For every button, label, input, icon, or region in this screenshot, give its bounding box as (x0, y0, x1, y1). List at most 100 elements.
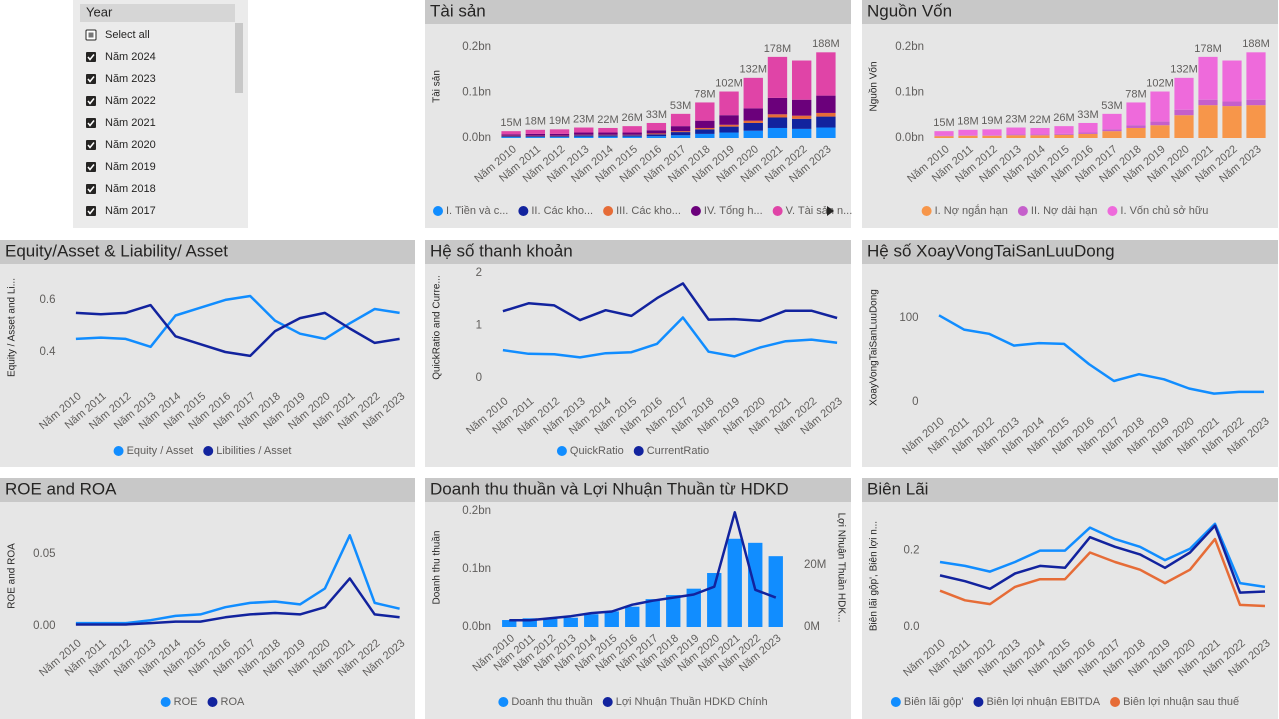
bar (563, 617, 578, 627)
legend: Equity / Asset Libilities / Asset (113, 445, 291, 457)
slicer-item[interactable]: Select all (85, 29, 150, 41)
legend-label: ROA (221, 696, 246, 708)
y-tick-label: 0.0bn (462, 132, 491, 144)
data-label: 18M (525, 116, 546, 128)
checkbox[interactable] (86, 162, 96, 172)
panel-header (425, 478, 851, 502)
bar (768, 556, 783, 627)
legend-label: I. Nợ ngắn hạn (935, 204, 1008, 217)
bar-segment (622, 136, 642, 138)
slicer-item[interactable]: Năm 2019 (86, 161, 156, 173)
y-tick-label: 0.1bn (895, 86, 924, 98)
data-label: 188M (812, 38, 840, 50)
checkmark (87, 186, 95, 193)
bar-segment (622, 126, 642, 133)
panel-header (862, 0, 1278, 24)
bar-segment (743, 130, 763, 138)
bar-segment (598, 127, 618, 133)
bar-segment (767, 56, 788, 98)
checkbox[interactable] (86, 96, 96, 106)
panel (425, 240, 851, 467)
y-tick-label: 0.0 (904, 621, 920, 633)
data-label: 188M (1242, 38, 1270, 50)
slicer-item[interactable]: Năm 2024 (86, 51, 156, 63)
y-axis-title: Equity / Asset and Li... (7, 278, 18, 377)
bar-segment (1078, 122, 1098, 133)
bar-segment (1126, 127, 1146, 138)
bar-segment (1246, 52, 1266, 100)
line (502, 316, 838, 359)
slicer-label: Select all (105, 29, 150, 41)
legend-label: I. Tiền và c... (446, 205, 508, 217)
bar-segment (816, 127, 836, 138)
data-label: 132M (739, 64, 767, 76)
y-axis-title: XoayVongTaiSanLuuDong (869, 289, 880, 406)
bar-segment (574, 135, 594, 137)
bar-segment (719, 115, 739, 125)
bar-segment (958, 135, 978, 138)
y-tick-label: 0.2bn (462, 505, 491, 517)
checkbox[interactable] (86, 52, 96, 62)
bar-segment (719, 91, 739, 116)
chart-title: Hệ số XoayVongTaiSanLuuDong (867, 241, 1115, 260)
bar (522, 618, 537, 627)
bar-segment (574, 132, 594, 135)
bar (645, 599, 660, 627)
data-label: 15M (933, 117, 954, 129)
checkbox[interactable] (86, 140, 96, 150)
checkbox[interactable] (86, 74, 96, 84)
y2-axis-title: Lợi Nhuận Thuần HDK... (835, 513, 847, 623)
data-label: 19M (549, 115, 570, 127)
panel-header (862, 478, 1278, 502)
line (938, 314, 1264, 395)
checkmark (87, 142, 95, 149)
slicer-item[interactable]: Năm 2021 (86, 117, 156, 129)
bar-segment (1054, 126, 1074, 134)
panel-header (0, 478, 415, 502)
checkmark (87, 54, 95, 61)
legend-marker (973, 697, 984, 707)
bar (666, 595, 681, 627)
bar-segment (1102, 129, 1122, 132)
bar-segment (501, 131, 521, 135)
panel-header (862, 240, 1278, 264)
legend-marker (633, 446, 644, 456)
legend-marker (518, 206, 529, 216)
checkbox[interactable] (86, 118, 96, 128)
legend: I. Nợ ngắn hạn II. Nợ dài hạn I. Vốn chủ s… (921, 204, 1208, 217)
bar-segment (598, 135, 618, 137)
bar-segment (1222, 101, 1242, 107)
y2-tick-label: 20M (804, 559, 826, 571)
scrollbar[interactable] (235, 23, 243, 93)
checkbox[interactable] (86, 206, 96, 216)
bar-segment (816, 52, 836, 96)
bar-segment (1078, 133, 1098, 138)
y-tick-label: 0.1bn (462, 563, 491, 575)
legend-marker (890, 697, 901, 707)
y-tick-label: 0.2bn (462, 41, 491, 53)
y2-tick-label: 0M (804, 621, 820, 633)
checkbox-partial (88, 32, 94, 38)
legend-marker (602, 697, 613, 707)
data-label: 132M (1170, 64, 1198, 76)
slicer-item[interactable]: Năm 2020 (86, 139, 156, 151)
bar-segment (743, 122, 763, 131)
legend-next-arrow[interactable] (827, 206, 834, 216)
slicer-title: Year (86, 4, 113, 19)
bar-segment (767, 97, 788, 115)
slicer-item[interactable]: Năm 2018 (86, 183, 156, 195)
bar-segment (549, 133, 570, 136)
slicer-item[interactable]: Năm 2022 (86, 95, 156, 107)
slicer-item[interactable]: Năm 2023 (86, 73, 156, 85)
data-label: 26M (1053, 112, 1074, 124)
bar-segment (1126, 125, 1146, 128)
checkbox[interactable] (86, 184, 96, 194)
slicer-item[interactable]: Năm 2017 (86, 205, 156, 217)
bar-segment (958, 129, 978, 136)
bar-segment (1198, 105, 1218, 138)
legend: Biên lãi gộp' Biên lợi nhuận EBITDA Biên l… (890, 696, 1239, 708)
legend-marker (1107, 206, 1118, 216)
legend: I. Tiền và c... II. Các kho... III. Các kh… (433, 205, 852, 217)
bar (686, 588, 701, 627)
bar-segment (695, 120, 715, 128)
